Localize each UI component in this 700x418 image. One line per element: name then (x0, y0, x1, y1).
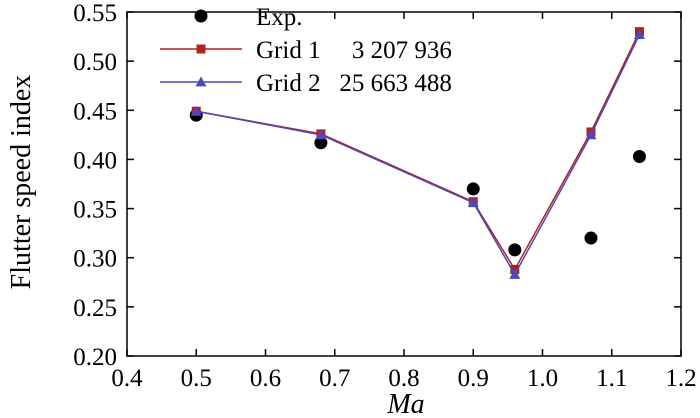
y-tick-label: 0.50 (73, 49, 117, 76)
legend-label: Exp. (256, 4, 303, 31)
series-line (196, 31, 641, 271)
y-tick-label: 0.30 (73, 246, 117, 273)
x-tick-label: 0.6 (250, 365, 281, 392)
data-point (632, 149, 646, 163)
legend-label: Grid 2 25 663 488 (256, 70, 452, 97)
x-tick-label: 0.8 (388, 365, 419, 392)
axes: 0.4 0.5 0.6 0.7 0.8 0.9 1.0 1.1 1.2 0.20 0.25 0.30 0… (73, 0, 696, 392)
y-tick-label: 0.45 (73, 98, 117, 125)
x-tick-label: 0.9 (458, 365, 489, 392)
series-line (196, 34, 641, 276)
y-axis-title: Flutter speed index (6, 75, 37, 290)
data-point (466, 182, 480, 196)
legend: Exp. Grid 1 3 207 936 Grid 2 25 663 488 (160, 4, 452, 97)
legend-marker (196, 44, 206, 54)
legend-marker (194, 9, 208, 23)
series-layer (189, 27, 646, 279)
x-tick-label: 0.4 (111, 365, 143, 392)
y-tick-label: 0.35 (73, 197, 117, 224)
legend-marker (195, 76, 207, 87)
series-exp (189, 108, 646, 257)
data-point (315, 129, 327, 140)
data-point (508, 243, 522, 257)
x-tick-label: 1.2 (665, 365, 696, 392)
data-point (190, 105, 202, 116)
legend-item: Grid 2 25 663 488 (160, 70, 452, 97)
data-point (509, 268, 521, 279)
y-tick-label: 0.40 (73, 147, 117, 174)
data-point (584, 231, 598, 245)
series-grid-2 (190, 29, 645, 279)
x-tick-label: 0.7 (319, 365, 350, 392)
legend-item: Grid 1 3 207 936 (160, 37, 452, 64)
y-tick-label: 0.55 (73, 0, 117, 27)
data-point (314, 136, 328, 150)
y-tick-label: 0.20 (73, 344, 117, 371)
x-tick-label: 1.1 (596, 365, 627, 392)
x-tick-label: 0.5 (181, 365, 212, 392)
data-point (467, 197, 479, 208)
legend-label: Grid 1 3 207 936 (256, 37, 452, 64)
data-point (585, 129, 597, 140)
legend-item: Exp. (194, 4, 303, 31)
data-point (633, 29, 645, 40)
x-axis-title: Ma (386, 389, 424, 418)
y-tick-label: 0.25 (73, 295, 117, 322)
x-tick-label: 1.0 (527, 365, 558, 392)
series-grid-1 (191, 27, 644, 275)
